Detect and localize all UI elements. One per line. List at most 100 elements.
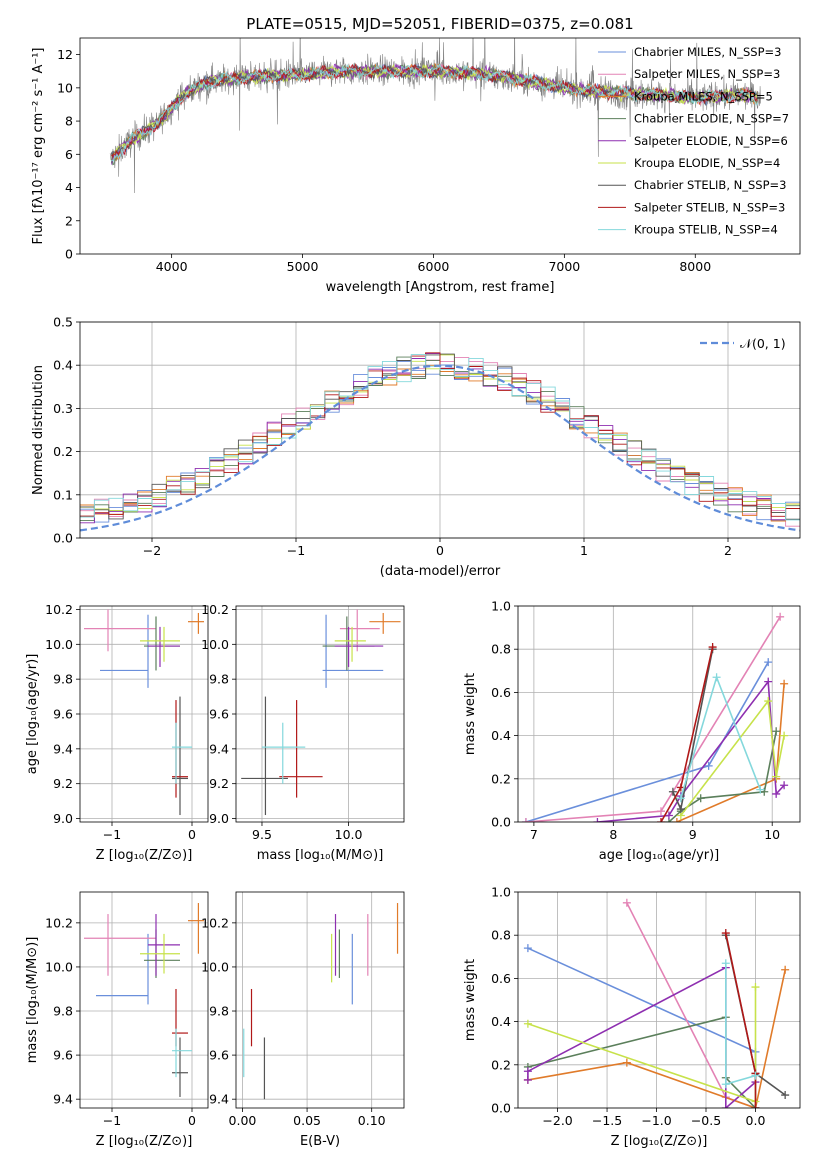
weight_vs_Z-line-9: [725, 963, 756, 1086]
residual_distribution-xtick-label-0: −2: [143, 543, 161, 558]
spectrum-legend-entry-4: Chabrier ELODIE, N_SSP=7: [634, 112, 789, 126]
weight_vs_age-marker-5-1: [593, 818, 602, 822]
weight_vs_age-marker-5-6: [780, 781, 789, 790]
weight_vs_Z-marker-9-1: [721, 959, 730, 968]
weight_vs_Z-xlabel: Z [log₁₀(Z/Z⊙)]: [611, 1134, 708, 1149]
age_vs_mass-xtick-label-1: 10.0: [335, 827, 363, 842]
age_vs_Z-xlabel: Z [log₁₀(Z/Z⊙)]: [96, 848, 193, 863]
spectrum-legend-entry-5: Salpeter ELODIE, N_SSP=6: [634, 134, 788, 148]
age_vs_mass-xlabel: mass [log₁₀(M/M⊙)]: [257, 848, 384, 863]
mass_vs_ebv-xtick-label-2: 0.10: [358, 1113, 386, 1128]
spectrum-model-line-9: [111, 63, 759, 163]
weight_vs_age-marker-9-1: [676, 794, 685, 803]
spectrum-legend-entry-6: Kroupa ELODIE, N_SSP=4: [634, 156, 780, 170]
weight_vs_Z-frame: [517, 891, 801, 1109]
age_vs_Z-ytick-label-2: 9.4: [53, 741, 73, 756]
spectrum-ytick-label-5: 10: [57, 80, 73, 95]
weight_vs_age-marker-9-2: [712, 673, 721, 682]
age_vs_Z-ytick-label-0: 9.0: [53, 811, 73, 826]
mass_vs_ebv-ytick-label-3: 10.0: [201, 959, 229, 974]
spectrum-model-line-8: [111, 63, 759, 159]
age_vs_mass-ytick-label-3: 9.6: [209, 707, 229, 722]
residual_distribution-xlabel: (data-model)/error: [380, 564, 501, 579]
weight_vs_age-ytick-label-3: 0.6: [491, 685, 511, 700]
spectrum-plot-area: [109, 38, 761, 194]
mass_vs_Z-ytick-label-1: 9.6: [53, 1048, 73, 1063]
mass_vs_ebv-ytick-label-4: 10.2: [201, 915, 229, 930]
weight_vs_age-marker-3-3: [780, 679, 789, 688]
mass_vs_Z-ytick-label-4: 10.2: [45, 915, 73, 930]
residual_distribution-xtick-label-2: 0: [436, 543, 444, 558]
weight_vs_Z-line-6: [527, 987, 757, 1103]
normal-distribution-curve: [80, 364, 800, 532]
mass_vs_Z-xlabel: Z [log₁₀(Z/Z⊙)]: [96, 1134, 193, 1149]
spectrum-xtick-label-3: 7000: [548, 259, 580, 274]
residual_distribution-ytick-label-3: 0.3: [53, 401, 73, 416]
weight_vs_age-line-6: [680, 698, 785, 816]
figure-panels: 4000 5000 6000 7000 8000024681012wavelength …: [25, 37, 801, 1149]
mass_vs_ebv-xtick-label-1: 0.05: [293, 1113, 321, 1128]
weight_vs_Z-marker-1-1: [523, 944, 532, 953]
weight_vs_age-marker-5-4: [764, 677, 773, 686]
weight_vs_Z-axes: −2.0 −1.5 −1.0 −0.5 0.0 0.0 0.2 0.4 0.6 0.8 1.0 Z […: [463, 885, 801, 1149]
age_vs_Z-axes: −1 0 9.0 9.2 9.4 9.6 9.8 10.0 10.2 Z [log₁₀(Z/Z⊙)…: [25, 602, 209, 863]
normal-legend-label: 𝒩(0, 1): [740, 336, 786, 351]
weight_vs_Z-line-1: [527, 947, 757, 1108]
weight_vs_age-axes: 7 8 9 10 0.0 0.2 0.4 0.6 0.8 1.0 age [log₁₀(age/yr…: [463, 599, 801, 863]
residual_distribution-ytick-label-2: 0.2: [53, 444, 73, 459]
weight_vs_Z-xtick-label-4: 0.0: [746, 1113, 766, 1128]
spectrum-ytick-label-1: 2: [65, 213, 73, 228]
weight_vs_Z-marker-3-4: [781, 965, 790, 974]
residual_distribution-ytick-label-0: 0.0: [53, 531, 73, 546]
spectrum-ytick-label-0: 0: [65, 247, 73, 262]
age_vs_mass-ytick-label-2: 9.4: [209, 741, 229, 756]
weight_vs_age-ylabel: mass weight: [463, 673, 478, 755]
weight_vs_Z-xtick-label-3: −0.5: [691, 1113, 721, 1128]
residual_distribution-axes: −2 −1 0 1 2 0.0 0.1 0.2 0.3 0.4 0.5 (data-model)/er…: [31, 315, 801, 579]
residual_distribution-xtick-label-4: 2: [724, 543, 732, 558]
age_vs_Z-xtick-label-1: 0: [188, 827, 196, 842]
weight_vs_age-line-4: [668, 731, 777, 822]
weight_vs_age-ytick-label-2: 0.4: [491, 728, 511, 743]
mass_vs_Z-plot-area: [84, 903, 204, 1097]
weight_vs_Z-ylabel: mass weight: [463, 959, 478, 1041]
weight_vs_age-line-5: [597, 679, 785, 822]
mass_vs_Z-ytick-label-2: 9.8: [53, 1004, 73, 1019]
age_vs_Z-xtick-label-0: −1: [103, 827, 121, 842]
weight_vs_Z-xtick-label-0: −2.0: [542, 1113, 572, 1128]
age_vs_Z-overlay: −1 0 9.0 9.2 9.4 9.6 9.8 10.0 10.2 Z [log₁₀(Z/Z⊙)…: [25, 602, 209, 863]
mass_vs_Z-axes: −1 0 9.4 9.6 9.8 10.0 10.2 Z [log₁₀(Z/Z⊙)] mass …: [25, 891, 209, 1149]
mass_vs_Z-ytick-label-3: 10.0: [45, 959, 73, 974]
age_vs_Z-ytick-label-6: 10.2: [45, 602, 73, 617]
residual_distribution-ytick-label-4: 0.4: [53, 358, 73, 373]
spectrum-legend-entry-7: Chabrier STELIB, N_SSP=3: [634, 178, 786, 192]
residual_distribution-ytick-label-1: 0.1: [53, 487, 73, 502]
spectrum-legend-entry-9: Kroupa STELIB, N_SSP=4: [634, 223, 778, 237]
spectrum-legend-entry-1: Chabrier MILES, N_SSP=3: [634, 45, 781, 59]
weight_vs_Z-ytick-label-3: 0.6: [491, 971, 511, 986]
spectrum-ytick-label-4: 8: [65, 114, 73, 129]
weight_vs_age-xtick-label-2: 9: [689, 827, 697, 842]
weight_vs_age-marker-1-2: [704, 761, 713, 770]
spectrum-overlay: 4000 5000 6000 7000 8000 0 2 4 6 8 10 12 wavelength …: [31, 37, 801, 295]
weight_vs_Z-overlay: −2.0 −1.5 −1.0 −0.5 0.0 0.0 0.2 0.4 0.6 0.8 1.0 Z […: [463, 885, 801, 1149]
weight_vs_age-overlay: 7 8 9 10 0.0 0.2 0.4 0.6 0.8 1.0 age [log₁₀(age/yr…: [463, 599, 801, 863]
spectrum-ytick-label-3: 6: [65, 147, 73, 162]
age_vs_Z-ylabel: age [log₁₀(age/yr)]: [25, 654, 40, 775]
weight_vs_age-plot-area: [521, 612, 789, 822]
spectrum-xlabel: wavelength [Angstrom, rest frame]: [326, 280, 555, 295]
weight_vs_Z-marker-7-3: [781, 1091, 790, 1100]
weight_vs_age-ytick-label-1: 0.2: [491, 771, 511, 786]
weight_vs_age-xtick-label-3: 10: [764, 827, 780, 842]
weight_vs_age-marker-2-3: [776, 612, 785, 621]
weight_vs_Z-marker-9-2: [721, 1080, 730, 1089]
residual-histogram-9: [80, 354, 800, 521]
mass_vs_Z-overlay: −1 0 9.4 9.6 9.8 10.0 10.2 Z [log₁₀(Z/Z⊙)] mass …: [25, 891, 209, 1149]
weight_vs_Z-marker-8-3: [751, 1104, 760, 1108]
weight_vs_Z-marker-3-2: [622, 1058, 631, 1067]
spectrum-frame: [79, 37, 801, 255]
spectrum-legend-entry-8: Salpeter STELIB, N_SSP=3: [634, 200, 785, 214]
weight_vs_Z-marker-5-2: [523, 1067, 532, 1076]
age_vs_mass-ytick-label-5: 10.0: [201, 637, 229, 652]
